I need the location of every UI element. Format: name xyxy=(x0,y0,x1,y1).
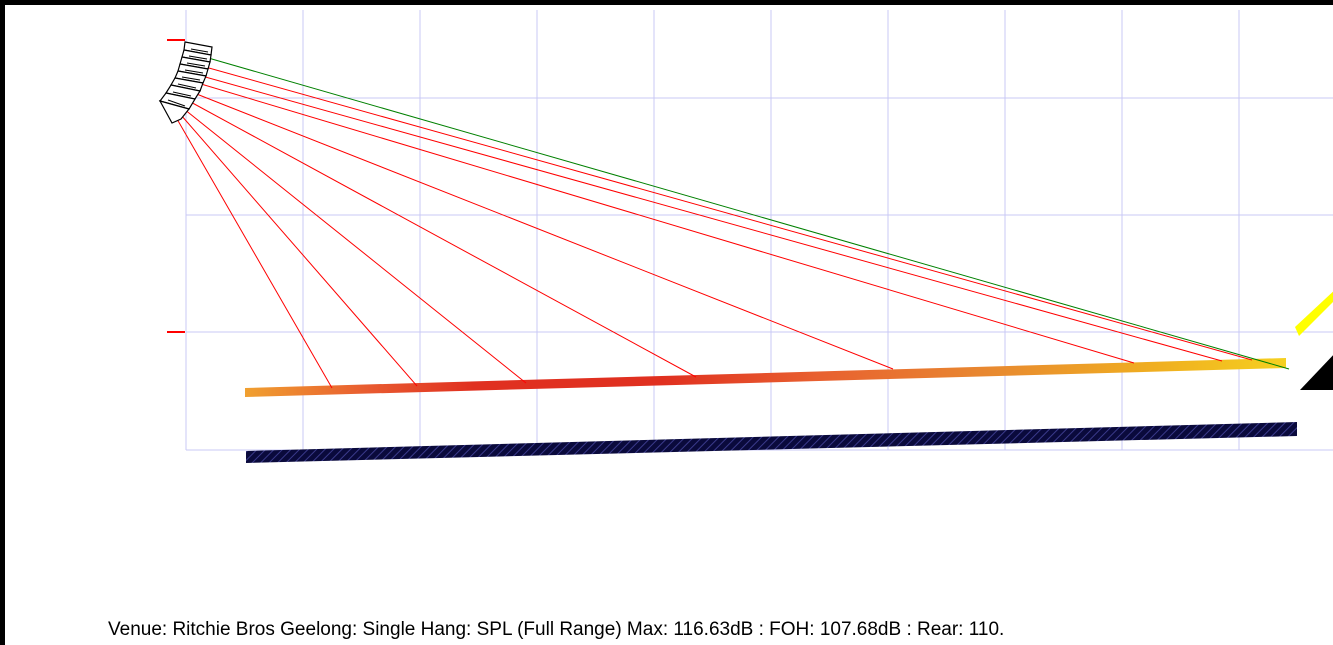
line-array-icon xyxy=(158,41,213,124)
triangle-icon xyxy=(1300,355,1333,390)
grid xyxy=(185,10,1333,451)
height-tick-marks xyxy=(167,39,185,333)
ray xyxy=(186,99,697,378)
ray xyxy=(188,90,894,370)
status-caption: Venue: Ritchie Bros Geelong: Single Hang… xyxy=(108,619,1005,640)
ray xyxy=(180,114,418,387)
coverage-rays xyxy=(176,52,1290,389)
ray xyxy=(176,118,333,389)
spl-coverage-diagram xyxy=(158,10,1333,463)
yellow-segment xyxy=(1295,291,1333,336)
ray xyxy=(190,80,1135,364)
ray xyxy=(190,72,1223,362)
speaker-box xyxy=(158,100,191,124)
ray-top xyxy=(190,52,1290,370)
audience-spl-plane xyxy=(245,358,1286,397)
floor-surface xyxy=(246,422,1297,463)
ray xyxy=(190,62,1253,361)
ray xyxy=(183,108,527,384)
